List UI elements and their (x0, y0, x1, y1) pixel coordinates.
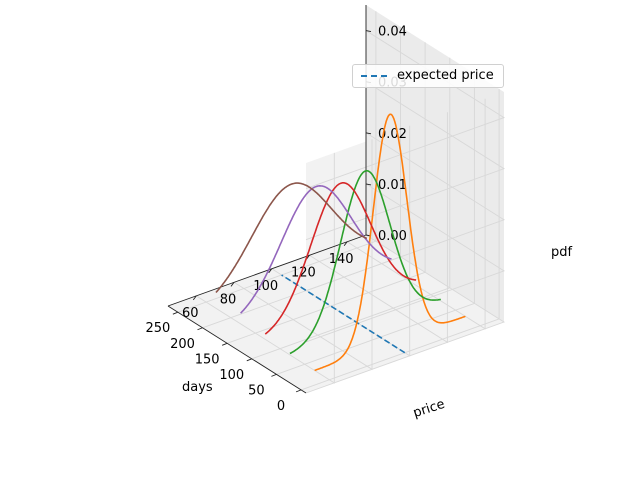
y-tick-mark (172, 311, 179, 315)
chart-marks (215, 113, 466, 372)
z-tick-label: 0.01 (378, 178, 407, 193)
x-tick-label: 60 (182, 306, 199, 321)
pdf-curve-3 (264, 182, 417, 335)
y-tick-label: 250 (145, 321, 170, 336)
y-axis-label: days (182, 380, 213, 395)
y-tick-mark (221, 342, 228, 346)
pdf-curve-4 (240, 185, 392, 314)
y-tick-label: 200 (170, 337, 195, 352)
y-tick-mark (295, 389, 302, 393)
y-tick-label: 150 (195, 352, 220, 367)
z-gridline (305, 30, 506, 190)
z-gridline (305, 132, 506, 292)
expected-price-line (281, 274, 406, 354)
legend-label-expected-price: expected price (397, 68, 494, 83)
x-tick-label: 120 (291, 265, 316, 280)
z-tick-mark (365, 132, 372, 135)
x-tick-label: 140 (329, 252, 354, 267)
pdf-curve-2 (289, 170, 441, 355)
y-tick-mark (246, 358, 252, 362)
y-tick-mark (197, 327, 203, 331)
x-tick-label: 100 (253, 279, 278, 294)
y-tick-label: 100 (219, 368, 244, 383)
z-tick-mark (365, 30, 372, 32)
z-tick-mark (365, 183, 372, 186)
pdf-curve-5 (215, 182, 368, 294)
z-tick-label: 0.04 (378, 25, 407, 40)
pdf-curve-1 (314, 113, 466, 372)
x-axis-line (167, 234, 367, 307)
z-axis-label: pdf (551, 245, 573, 260)
x-tick-mark (230, 282, 235, 287)
x-tick-label: 80 (220, 292, 237, 307)
x-tick-mark (268, 268, 273, 274)
z-gridline (305, 183, 506, 343)
y-tick-label: 0 (277, 399, 285, 414)
z-gridline (305, 234, 506, 394)
legend-dash-swatch (361, 75, 387, 77)
x-tick-mark (192, 295, 197, 301)
y-tick-mark (271, 373, 277, 377)
axes-lines (167, 5, 367, 394)
z-tick-label: 0.00 (378, 229, 407, 244)
y-tick-label: 50 (248, 383, 265, 398)
z-tick-label: 0.02 (378, 127, 407, 142)
y-axis-line (167, 305, 307, 394)
legend: expected price (352, 64, 504, 88)
x-tick-mark (343, 241, 348, 247)
x-axis-label: price (411, 397, 446, 421)
